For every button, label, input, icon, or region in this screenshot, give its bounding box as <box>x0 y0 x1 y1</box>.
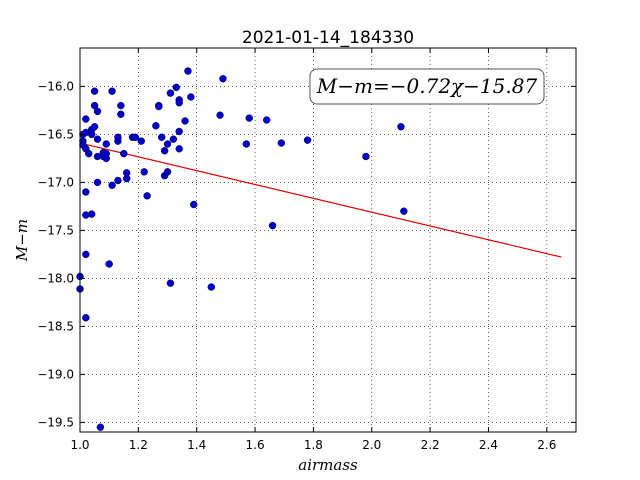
x-tick-label: 1.0 <box>70 438 89 452</box>
x-tick-label: 2.2 <box>421 438 440 452</box>
data-point <box>117 101 125 110</box>
data-point <box>242 140 251 148</box>
data-point <box>105 260 113 268</box>
data-point <box>102 154 110 163</box>
data-point <box>166 89 175 97</box>
data-point <box>303 136 312 144</box>
data-point <box>152 122 160 130</box>
data-point <box>93 178 102 187</box>
data-point <box>184 67 192 75</box>
data-point <box>90 87 99 95</box>
data-points <box>76 67 408 431</box>
data-point <box>82 188 90 196</box>
x-axis-ticks: 1.0 1.2 1.4 1.6 1.8 2.0 2.2 2.4 2.6 <box>70 48 556 452</box>
data-point <box>187 93 195 101</box>
annotation-box <box>309 68 545 105</box>
fit-line-group <box>79 142 562 258</box>
x-tick-label: 1.2 <box>129 438 148 452</box>
y-tick-label: −19.0 <box>37 367 74 381</box>
annotation-equation: M−m=−0.72χ−15.87 <box>316 74 538 98</box>
data-point <box>93 107 102 116</box>
x-tick-label: 1.6 <box>246 438 265 452</box>
data-point <box>82 314 90 322</box>
data-point <box>131 133 140 141</box>
data-point <box>120 149 128 158</box>
grid <box>79 48 576 432</box>
y-tick-label: −19.5 <box>37 415 74 429</box>
data-point <box>140 168 148 176</box>
fit-line <box>79 142 562 258</box>
data-point <box>172 83 180 92</box>
plot-frame <box>79 47 577 433</box>
data-point <box>82 115 90 123</box>
y-tick-label: −16.5 <box>37 127 74 141</box>
data-point <box>268 221 277 230</box>
y-axis-label: M−m <box>13 219 31 262</box>
data-point <box>155 102 163 111</box>
data-point <box>216 111 224 119</box>
data-point <box>163 140 172 148</box>
data-point <box>160 147 169 155</box>
data-point <box>169 135 178 143</box>
data-point <box>143 192 151 200</box>
data-point <box>190 200 198 209</box>
data-point <box>175 145 183 153</box>
data-point <box>108 181 116 189</box>
data-point <box>175 127 183 136</box>
data-point <box>245 114 253 122</box>
data-point <box>163 168 172 176</box>
x-tick-label: 2.0 <box>362 438 381 452</box>
y-tick-label: −16.0 <box>37 79 74 93</box>
data-point <box>85 149 93 158</box>
y-tick-label: −18.5 <box>37 319 74 333</box>
data-point <box>137 137 145 145</box>
data-point <box>263 116 271 124</box>
chart-title: 2021-01-14_184330 <box>242 28 414 48</box>
data-point <box>207 283 215 291</box>
data-point <box>166 279 175 287</box>
data-point <box>117 110 125 118</box>
data-point <box>362 152 370 161</box>
data-point <box>114 133 122 141</box>
x-tick-label: 2.4 <box>479 438 498 452</box>
data-point <box>96 423 105 431</box>
y-tick-label: −17.5 <box>37 223 74 237</box>
x-tick-label: 2.6 <box>537 438 556 452</box>
data-point <box>181 117 189 125</box>
data-point <box>108 87 116 95</box>
data-point <box>102 140 110 148</box>
x-tick-label: 1.4 <box>187 438 206 452</box>
data-point <box>90 123 99 131</box>
data-point <box>157 133 166 141</box>
x-axis-label: airmass <box>298 456 358 474</box>
fit-annotation: M−m=−0.72χ−15.87 <box>309 68 545 105</box>
data-point <box>400 207 408 215</box>
data-point <box>219 75 227 83</box>
data-point <box>87 210 96 218</box>
data-point <box>397 123 405 131</box>
y-tick-label: −17.0 <box>37 175 74 189</box>
data-point <box>93 135 102 143</box>
data-point <box>114 176 122 185</box>
y-tick-label: −18.0 <box>37 271 74 285</box>
data-point <box>277 139 286 147</box>
x-tick-label: 1.8 <box>304 438 323 452</box>
data-point <box>87 130 96 139</box>
data-point <box>82 250 90 259</box>
data-point <box>175 99 183 107</box>
y-axis-ticks: −16.0 −16.5 −17.0 −17.5 −18.0 −18.5 −19.0 −19.5 <box>37 79 576 429</box>
data-point <box>122 169 131 177</box>
